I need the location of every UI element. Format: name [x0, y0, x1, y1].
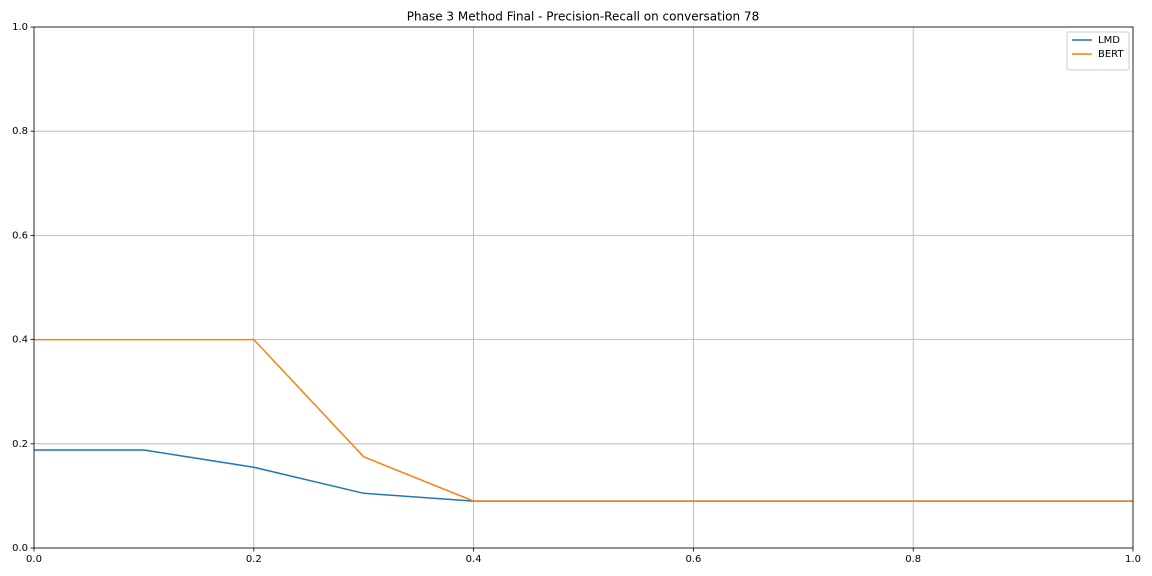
x-tick-label: 1.0 [1125, 554, 1141, 565]
y-tick-label: 0.8 [12, 126, 28, 137]
x-tick-label: 0.0 [26, 554, 42, 565]
legend-label: LMD [1098, 35, 1120, 46]
chart-title: Phase 3 Method Final - Precision-Recall … [407, 10, 759, 24]
y-tick-label: 1.0 [12, 22, 28, 33]
legend-label: BERT [1098, 49, 1124, 60]
legend: LMD BERT [1066, 31, 1130, 71]
y-tick-label: 0.4 [12, 335, 28, 346]
x-tick-label: 0.4 [466, 554, 482, 565]
plot-frame [33, 26, 1134, 549]
x-tick-label: 0.8 [905, 554, 921, 565]
x-tick-label: 0.2 [246, 554, 262, 565]
y-tick-label: 0.0 [12, 543, 28, 554]
y-tick-label: 0.2 [12, 439, 28, 450]
series-line [34, 338, 1133, 502]
y-tick-label: 0.6 [12, 230, 28, 241]
series-line [34, 449, 1133, 502]
legend-box [1066, 31, 1130, 71]
x-tick-label: 0.6 [685, 554, 701, 565]
